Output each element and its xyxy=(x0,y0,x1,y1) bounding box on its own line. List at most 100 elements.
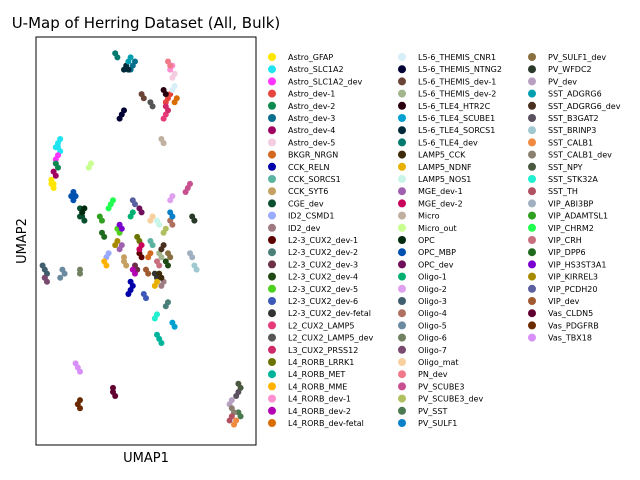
legend-marker xyxy=(528,114,536,122)
legend-marker xyxy=(398,394,406,403)
point-pv-sst-1 xyxy=(237,413,244,420)
legend-marker xyxy=(528,321,536,330)
legend-item-oligo-1: Oligo-1 xyxy=(398,272,447,282)
legend-label: OPC_MBP xyxy=(418,248,456,257)
legend-item-cck-syt6: CCK_SYT6 xyxy=(268,187,328,196)
legend-marker xyxy=(398,309,406,318)
point-oligo-3-2 xyxy=(39,262,46,269)
series-micro-out xyxy=(85,160,94,171)
series-cck-syt6 xyxy=(121,254,130,269)
series-sst-adgrg6-dev xyxy=(158,242,167,253)
legend-marker xyxy=(528,284,536,293)
series-opc xyxy=(79,205,88,216)
legend-marker xyxy=(528,89,536,98)
legend-label: MGE_dev-2 xyxy=(418,199,463,208)
legend-label: L2-3_CUX2_dev-1 xyxy=(288,236,358,245)
legend-label: VIP_PCDH20 xyxy=(548,285,597,294)
point-vip-dev-1 xyxy=(145,270,152,277)
legend-marker xyxy=(528,248,536,257)
legend-item-l2-3-cux2-dev-5: L2-3_CUX2_dev-5 xyxy=(268,284,358,294)
point-pv-dev-1 xyxy=(228,397,235,404)
legend-item-mge-dev-1: MGE_dev-1 xyxy=(398,187,463,196)
plot-frame xyxy=(35,36,257,446)
legend-item-l5-6-themis-dev-1: L5-6_THEMIS_dev-1 xyxy=(398,77,496,86)
legend-label: L5-6_TLE4_dev xyxy=(418,138,478,147)
legend-label: Oligo-7 xyxy=(418,346,447,355)
legend-label: L2-3_CUX2_dev-6 xyxy=(288,297,358,306)
legend-label: L5-6_TLE4_SCUBE1 xyxy=(418,114,495,123)
legend: Astro_GFAP Astro_SLC1A2 Astro_SLC1A2_dev As… xyxy=(268,53,621,428)
legend-marker xyxy=(528,101,536,110)
series-lamp5-nos1 xyxy=(154,217,163,228)
legend-label: Astro_GFAP xyxy=(288,53,333,62)
legend-label: L4_RORB_dev-fetal xyxy=(288,419,364,428)
point-pv-sulf1-1 xyxy=(169,213,176,220)
plot-area xyxy=(39,50,244,428)
series-astro-dev-4 xyxy=(50,168,59,179)
point-l4-rorb-dev-2-1 xyxy=(132,270,138,277)
point-oligo-5-2 xyxy=(57,274,64,281)
point-l2-3-cux2-dev-6-1 xyxy=(143,295,149,302)
series-opc-mbp xyxy=(68,189,79,204)
legend-label: SST_CALB1_dev xyxy=(548,151,612,160)
legend-label: L4_RORB_MME xyxy=(288,382,347,391)
point-l5-6-themis-cnr1-1 xyxy=(171,83,178,89)
legend-label: VIP_HS3ST3A1 xyxy=(548,260,606,269)
series-l4-rorb-mme xyxy=(101,258,110,269)
legend-marker xyxy=(268,138,276,147)
legend-label: VIP_dev xyxy=(548,297,580,306)
legend-marker xyxy=(528,236,536,244)
legend-marker xyxy=(268,260,276,269)
legend-item-cge-dev: CGE_dev xyxy=(268,199,324,208)
legend-item-astro-dev-2: Astro_dev-2 xyxy=(268,101,335,111)
legend-marker xyxy=(398,248,406,257)
series-pv-scube3 xyxy=(182,180,193,195)
legend-item-l2-3-cux2-dev-6: L2-3_CUX2_dev-6 xyxy=(268,297,358,306)
point-l5-6-tle4-scube1-1 xyxy=(171,323,178,330)
legend-item-oligo-6: Oligo-6 xyxy=(398,333,447,343)
legend-label: CGE_dev xyxy=(288,199,324,208)
point-vas-pdgfrb-2 xyxy=(77,397,83,404)
point-l5-6-tle4-htr2c-1 xyxy=(162,91,169,98)
point-l4-rorb-met-1 xyxy=(154,331,160,338)
point-vip-kirrel3-1 xyxy=(114,238,121,244)
legend-marker xyxy=(528,297,536,305)
series-bkgr-nrgn xyxy=(145,250,154,261)
legend-item-l2-3-cux2-dev-4: L2-3_CUX2_dev-4 xyxy=(268,272,358,282)
point-oligo-4-1 xyxy=(169,221,176,228)
y-axis-label: UMAP2 xyxy=(15,218,30,264)
point-astro-slc1a2-1 xyxy=(57,136,64,142)
legend-label: Astro_SLC1A2 xyxy=(288,65,344,74)
series-sst-brinp3 xyxy=(191,262,200,273)
point-l5-6-themis-dev-1-1 xyxy=(140,95,147,102)
point-sst-calb1-1 xyxy=(233,417,240,424)
series-astro-gfap xyxy=(48,176,57,191)
legend-item-oligo-3: Oligo-3 xyxy=(398,297,447,306)
legend-label: L2-3_CUX2_dev-3 xyxy=(288,260,358,269)
legend-marker xyxy=(398,211,406,220)
point-astro-dev-5-1 xyxy=(171,70,178,77)
legend-marker xyxy=(398,272,406,281)
legend-marker xyxy=(398,236,406,244)
legend-marker xyxy=(528,309,536,318)
legend-item-l5-6-tle4-scube1: L5-6_TLE4_SCUBE1 xyxy=(398,114,495,123)
legend-label: VIP_KIRREL3 xyxy=(548,273,598,282)
point-l2-3-cux2-dev-1-1 xyxy=(138,254,145,261)
series-l5-6-tle4-scube1 xyxy=(169,319,178,330)
series-pv-wfdc2 xyxy=(189,213,198,224)
point-sst-npy-1 xyxy=(237,384,244,391)
legend-label: Oligo-2 xyxy=(418,285,447,294)
series-vas-pdgfrb xyxy=(74,397,83,412)
legend-label: SST_TH xyxy=(548,187,578,196)
legend-marker xyxy=(528,65,536,74)
legend-label: Vas_CLDN5 xyxy=(548,309,593,318)
series-mge-dev-1 xyxy=(116,242,125,253)
legend-item-l2-cux2-lamp5-dev: L2_CUX2_LAMP5_dev xyxy=(268,333,373,343)
legend-item-l2-3-cux2-dev-2: L2-3_CUX2_dev-2 xyxy=(268,248,358,257)
legend-label: Oligo-3 xyxy=(418,297,447,306)
legend-label: PV_SULF1_dev xyxy=(548,53,606,62)
legend-label: PV_SULF1 xyxy=(418,419,457,428)
legend-label: Astro_dev-3 xyxy=(288,114,335,123)
legend-label: Astro_dev-4 xyxy=(288,126,335,135)
legend-marker xyxy=(268,101,276,110)
